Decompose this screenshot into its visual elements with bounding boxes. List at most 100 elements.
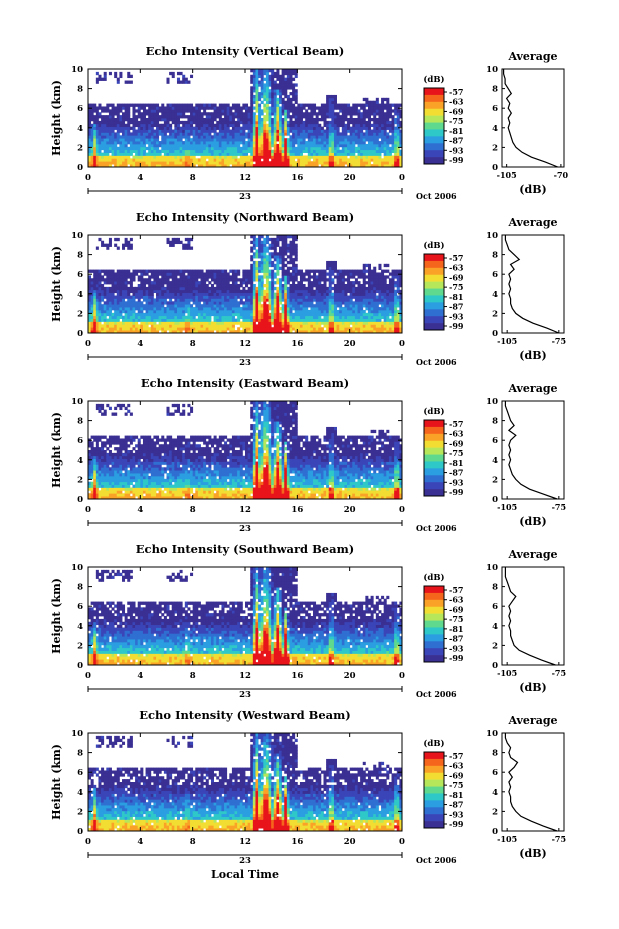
heatmap-cell (169, 141, 173, 145)
heatmap-cell (362, 138, 366, 142)
heatmap-cell (237, 106, 241, 110)
heatmap-cell (347, 118, 351, 122)
heatmap-cell (119, 292, 123, 296)
heatmap-cell (323, 118, 327, 122)
heatmap-cell (336, 298, 340, 302)
heatmap-cell (150, 132, 154, 136)
heatmap-cell (137, 112, 141, 116)
heatmap-cell (93, 304, 97, 308)
heatmap-cell (333, 143, 337, 148)
heatmap-cell (302, 292, 306, 296)
heatmap-cell (218, 298, 222, 302)
heatmap-cell (103, 278, 107, 282)
heatmap-cell (179, 309, 183, 314)
heatmap-cell (116, 281, 120, 285)
heatmap-cell (310, 309, 314, 314)
heatmap-cell (106, 135, 110, 139)
heatmap-cell (145, 298, 149, 302)
heatmap-cell (352, 141, 356, 145)
heatmap-cell (108, 237, 112, 242)
heatmap-cell (276, 295, 280, 299)
heatmap-cell (286, 71, 290, 76)
heatmap-cell (156, 155, 160, 159)
x-tick-label: 8 (190, 173, 196, 183)
heatmap-cell (276, 158, 280, 162)
heatmap-cell (106, 129, 110, 133)
heatmap-cell (279, 164, 283, 168)
heatmap-cell (127, 327, 131, 331)
heatmap-cell (216, 327, 220, 331)
heatmap-cell (315, 129, 319, 133)
heatmap-cell (218, 126, 222, 130)
heatmap-cell (318, 292, 322, 296)
heatmap-cell (315, 143, 319, 148)
heatmap-cell (349, 146, 353, 151)
heatmap-cell (148, 292, 152, 296)
heatmap-cell (205, 312, 209, 317)
heatmap-cell (203, 289, 207, 294)
heatmap-cell (336, 312, 340, 317)
heatmap-cell (182, 158, 186, 162)
heatmap-cell (210, 327, 214, 331)
heatmap-cell (224, 115, 228, 119)
heatmap-cell (247, 143, 251, 148)
heatmap-cell (313, 327, 317, 331)
heatmap-cell (326, 260, 330, 265)
heatmap-cell (231, 301, 235, 305)
heatmap-cell (255, 149, 259, 153)
heatmap-cell (148, 281, 152, 285)
heatmap-cell (203, 307, 207, 311)
heatmap-cell (273, 286, 277, 291)
heatmap-cell (307, 269, 311, 273)
heatmap-cell (190, 237, 194, 242)
heatmap-cell (98, 152, 102, 156)
heatmap-cell (114, 146, 118, 151)
heatmap-cell (310, 286, 314, 291)
heatmap-cell (142, 103, 146, 107)
heatmap-cell (315, 106, 319, 110)
heatmap-cell (218, 321, 222, 325)
heatmap-cell (156, 152, 160, 156)
heatmap-cell (252, 260, 256, 265)
heatmap-cell (90, 143, 94, 148)
heatmap-cell (192, 112, 196, 116)
heatmap-cell (192, 164, 196, 168)
heatmap-cell (135, 321, 139, 325)
heatmap-cell (90, 106, 94, 110)
heatmap-cell (281, 109, 285, 113)
heatmap-cell (276, 92, 280, 96)
heatmap-cell (171, 155, 175, 159)
heatmap-cell (292, 240, 296, 245)
heatmap-cell (197, 304, 201, 308)
heatmap-cell (103, 135, 107, 139)
heatmap-cell (158, 158, 162, 162)
heatmap-cell (98, 77, 102, 81)
heatmap-cell (326, 278, 330, 282)
heatmap-cell (129, 318, 133, 322)
heatmap-cell (383, 152, 387, 156)
heatmap-cell (360, 115, 364, 119)
heatmap-cell (284, 235, 288, 239)
heatmap-cell (218, 315, 222, 319)
heatmap-cell (255, 309, 259, 314)
heatmap-cell (213, 138, 217, 142)
heatmap-cell (98, 115, 102, 119)
heatmap-cell (263, 309, 267, 314)
heatmap-cell (124, 318, 128, 322)
heatmap-cell (231, 118, 235, 122)
heatmap-cell (153, 112, 157, 116)
heatmap-cell (169, 115, 173, 119)
heatmap-cell (328, 94, 332, 99)
heatmap-cell (187, 292, 191, 296)
heatmap-cell (171, 272, 175, 276)
heatmap-cell (226, 327, 230, 331)
heatmap-cell (255, 146, 259, 151)
heatmap-cell (292, 237, 296, 242)
heatmap-cell (297, 146, 301, 151)
heatmap-cell (328, 158, 332, 162)
heatmap-cell (294, 315, 298, 319)
heatmap-cell (213, 289, 217, 294)
heatmap-cell (187, 237, 191, 242)
heatmap-cell (247, 324, 251, 328)
heatmap-cell (197, 321, 201, 325)
